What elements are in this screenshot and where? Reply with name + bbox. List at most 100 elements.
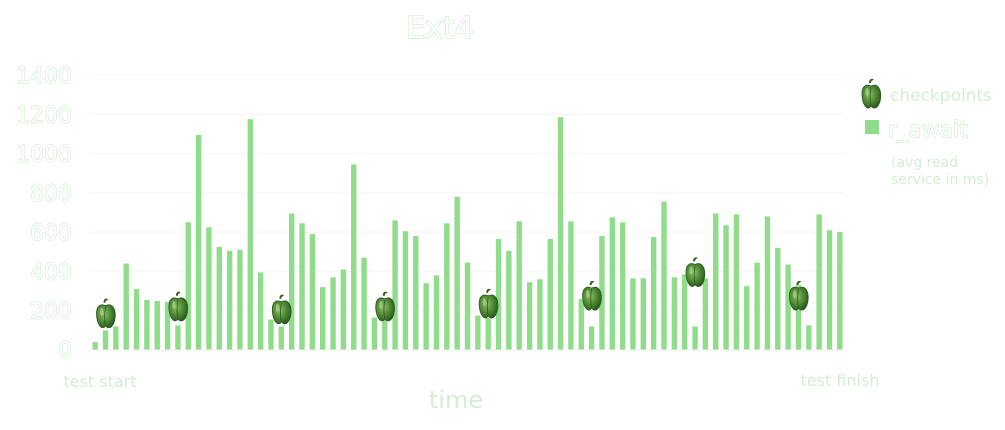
legend-checkpoints-label: checkpoints xyxy=(890,86,992,106)
bar xyxy=(392,220,398,350)
bar xyxy=(226,250,233,350)
bar xyxy=(537,279,543,350)
bar xyxy=(692,326,698,350)
gridlines xyxy=(90,74,845,312)
bar xyxy=(588,326,595,350)
legend-series-note-2: service in ms) xyxy=(891,172,989,188)
bar xyxy=(216,246,222,351)
checkpoint-pepper-icon xyxy=(685,257,706,288)
bar xyxy=(113,326,119,350)
bar xyxy=(795,285,802,350)
bar xyxy=(164,301,171,351)
bar xyxy=(144,299,150,350)
bar xyxy=(671,277,678,350)
bar xyxy=(413,236,419,350)
legend: checkpoints r_await (avg read service in… xyxy=(860,79,992,188)
legend-series-note-1: (avg read xyxy=(891,155,958,171)
bar xyxy=(744,286,750,350)
x-start-label: test start xyxy=(63,372,136,391)
bar xyxy=(402,231,409,350)
bar xyxy=(682,274,688,351)
bar xyxy=(526,282,533,350)
bar xyxy=(444,223,450,350)
y-tick-label: 0 xyxy=(58,339,72,364)
bar xyxy=(278,326,285,350)
bar-series xyxy=(92,117,843,351)
bar xyxy=(661,201,667,350)
bar xyxy=(237,249,243,350)
bar xyxy=(320,287,326,350)
y-tick-label: 1200 xyxy=(16,103,72,128)
bar xyxy=(257,272,264,350)
bar xyxy=(175,325,181,350)
bar xyxy=(557,117,564,350)
bar xyxy=(619,222,626,350)
checkpoint-pepper-icon xyxy=(167,291,189,322)
checkpoint-pepper-icon xyxy=(478,288,499,319)
checkpoint-markers xyxy=(95,257,810,329)
bar xyxy=(423,283,429,350)
bar xyxy=(309,234,316,350)
bar xyxy=(361,257,367,350)
bar xyxy=(475,315,481,351)
bar xyxy=(640,278,647,350)
bar xyxy=(92,342,98,350)
bar xyxy=(495,239,502,350)
bar xyxy=(433,275,440,350)
bar xyxy=(133,289,140,350)
bar xyxy=(837,232,843,350)
bar xyxy=(154,300,160,350)
bar xyxy=(185,222,191,350)
bar xyxy=(599,236,605,350)
bar xyxy=(506,250,512,350)
bar xyxy=(733,214,740,350)
bar xyxy=(382,316,388,350)
bar xyxy=(351,164,357,351)
checkpoint-pepper-icon xyxy=(95,298,117,329)
chart-title: Ext4 xyxy=(406,11,474,46)
bar xyxy=(195,134,202,350)
bar xyxy=(464,262,471,350)
checkpoint-pepper-icon xyxy=(271,294,293,325)
legend-series-label: r_await xyxy=(888,118,968,143)
bar xyxy=(816,214,822,350)
bar xyxy=(723,225,729,350)
legend-checkpoint-icon xyxy=(860,79,882,109)
y-tick-label: 600 xyxy=(30,221,72,246)
y-tick-label: 1000 xyxy=(16,143,72,168)
bar xyxy=(609,217,615,350)
bar xyxy=(268,319,274,350)
y-tick-label: 1400 xyxy=(16,64,72,89)
x-axis-title: time xyxy=(429,386,483,414)
y-tick-label: 800 xyxy=(30,182,72,207)
bar xyxy=(568,221,574,350)
bar xyxy=(785,264,791,350)
bar xyxy=(330,277,336,350)
bar xyxy=(516,221,522,350)
bar xyxy=(454,196,460,350)
bar xyxy=(371,317,378,350)
bar xyxy=(650,237,657,350)
bar xyxy=(702,278,709,350)
checkpoint-pepper-icon xyxy=(374,291,396,322)
bar xyxy=(775,247,781,350)
y-axis-tick-labels: 0 200 400 600 800 1000 1200 1400 xyxy=(15,63,72,364)
legend-series-swatch xyxy=(865,120,879,134)
bar xyxy=(206,227,212,350)
checkpoint-pepper-icon xyxy=(581,281,603,311)
x-end-label: test finish xyxy=(801,371,880,390)
bar xyxy=(754,262,760,350)
bar xyxy=(713,213,719,350)
bar xyxy=(485,317,491,350)
bar xyxy=(123,263,129,350)
bar xyxy=(764,216,771,350)
bar xyxy=(806,325,812,350)
bar xyxy=(247,119,253,350)
y-tick-label: 200 xyxy=(30,300,72,325)
y-tick-label: 400 xyxy=(30,260,72,285)
bar xyxy=(826,230,833,350)
bar xyxy=(578,298,584,350)
bar xyxy=(547,239,553,350)
bar xyxy=(102,330,109,350)
